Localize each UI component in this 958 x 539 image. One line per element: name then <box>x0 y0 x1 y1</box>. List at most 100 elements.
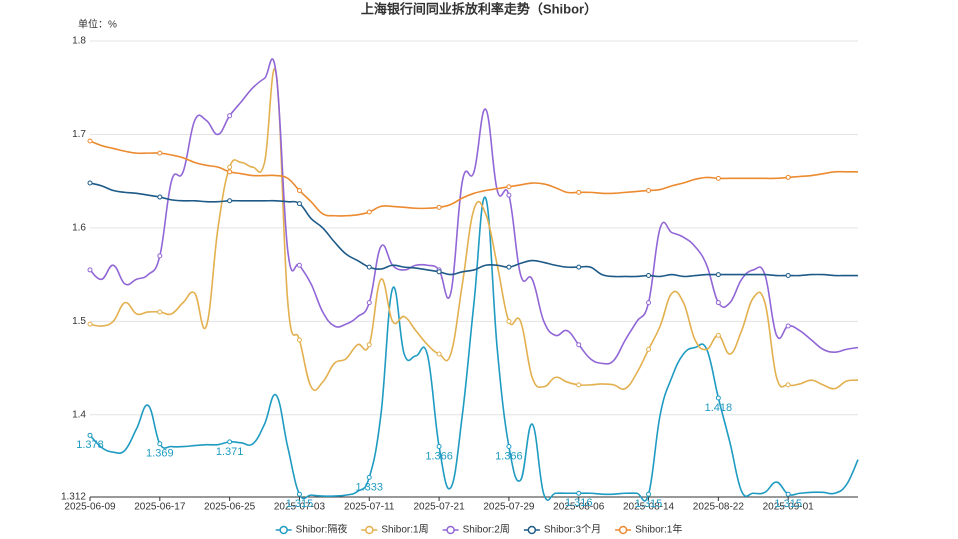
data-point <box>506 264 512 270</box>
data-point <box>436 444 442 450</box>
series-line <box>89 68 859 392</box>
data-point <box>506 444 512 450</box>
legend-label: Shibor:隔夜 <box>296 523 348 536</box>
data-point <box>366 474 372 480</box>
data-point <box>715 300 721 306</box>
data-point <box>785 174 791 180</box>
legend-label: Shibor:3个月 <box>544 524 601 536</box>
legend: Shibor:隔夜 Shibor:1周 Shibor:2周 Shibor:3个月 Shi… <box>275 523 682 536</box>
data-point <box>436 269 442 275</box>
legend-label: Shibor:1年 <box>635 523 682 536</box>
data-point <box>366 300 372 306</box>
data-point <box>785 382 791 388</box>
data-point <box>157 150 163 156</box>
data-point <box>436 351 442 357</box>
data-point <box>157 309 163 315</box>
data-point <box>87 267 93 273</box>
series-line <box>89 182 858 278</box>
data-point <box>227 164 233 170</box>
data-point <box>646 188 652 194</box>
x-tick-label: 2025-06-17 <box>134 502 186 513</box>
data-point <box>227 169 233 175</box>
x-tick-label: 2025-07-29 <box>483 502 535 513</box>
x-tick-label: 2025-06-25 <box>204 502 256 513</box>
data-point <box>646 300 652 306</box>
y-tick-label: 1.7 <box>72 129 86 140</box>
x-tick-label: 2025-07-21 <box>414 502 466 513</box>
data-point <box>715 175 721 181</box>
data-label: 1.371 <box>216 446 244 458</box>
data-point <box>157 253 163 259</box>
x-tick-label: 2025-09-01 <box>763 502 815 513</box>
legend-swatch <box>279 525 288 535</box>
data-point <box>715 272 721 278</box>
legend-swatch <box>527 525 537 535</box>
data-point <box>506 318 512 324</box>
data-point <box>646 273 652 279</box>
legend-swatch <box>446 525 455 535</box>
data-point <box>366 264 372 270</box>
series-line <box>89 196 859 502</box>
data-point <box>296 337 302 343</box>
x-tick-label: 2025-08-14 <box>623 502 675 513</box>
data-point <box>506 184 512 190</box>
x-tick-label: 2025-08-22 <box>693 502 745 513</box>
data-label: 1.333 <box>356 481 384 493</box>
data-point <box>227 198 233 204</box>
data-point <box>715 395 721 401</box>
data-point <box>576 189 582 195</box>
data-label: 1.366 <box>425 450 453 462</box>
data-point <box>785 491 791 497</box>
data-label: 1.378 <box>76 439 104 451</box>
data-point <box>785 323 791 329</box>
data-point <box>87 321 93 327</box>
data-label: 1.315 <box>774 498 802 510</box>
data-label: 1.369 <box>146 448 174 460</box>
data-point <box>366 209 372 215</box>
data-point <box>296 262 302 268</box>
data-label: 1.316 <box>565 497 593 509</box>
data-label: 1.366 <box>495 450 523 462</box>
data-point <box>296 201 302 207</box>
data-point <box>87 180 93 186</box>
data-point <box>227 439 233 445</box>
data-point <box>227 113 233 119</box>
y-axis-unit: 单位：% <box>78 18 117 31</box>
y-tick-label: 1.4 <box>72 409 86 420</box>
y-tick-label: 1.312 <box>61 492 86 503</box>
y-tick-label: 1.6 <box>72 223 86 234</box>
data-point <box>715 332 721 338</box>
series-line <box>89 58 859 365</box>
data-label: 1.315 <box>286 498 314 510</box>
data-point <box>646 491 652 497</box>
x-tick-label: 2025-08-06 <box>553 502 605 513</box>
legend-label: Shibor:1周 <box>381 524 428 536</box>
data-point <box>576 264 582 270</box>
legend-swatch <box>365 525 374 535</box>
data-point <box>576 342 582 348</box>
data-label: 1.315 <box>635 498 663 510</box>
y-tick-label: 1.8 <box>72 36 86 47</box>
data-label: 1.418 <box>705 402 733 414</box>
data-point <box>157 194 163 200</box>
x-tick-label: 2025-06-09 <box>64 502 116 513</box>
data-point <box>436 204 442 210</box>
data-point <box>366 342 372 348</box>
data-point <box>296 188 302 194</box>
data-point <box>157 441 163 447</box>
data-point <box>296 491 302 497</box>
x-tick-label: 2025-07-11 <box>344 502 395 513</box>
data-point <box>87 432 93 438</box>
data-point <box>785 273 791 279</box>
chart-title: 上海银行间同业拆放利率走势（Shibor） <box>361 1 597 16</box>
series-line <box>89 140 858 217</box>
legend-label: Shibor:2周 <box>463 524 510 536</box>
data-point <box>576 490 582 496</box>
data-point <box>576 382 582 388</box>
x-tick-label: 2025-07-03 <box>274 502 326 513</box>
y-tick-label: 1.5 <box>72 316 86 327</box>
data-point <box>506 192 512 198</box>
legend-swatch <box>618 525 628 535</box>
